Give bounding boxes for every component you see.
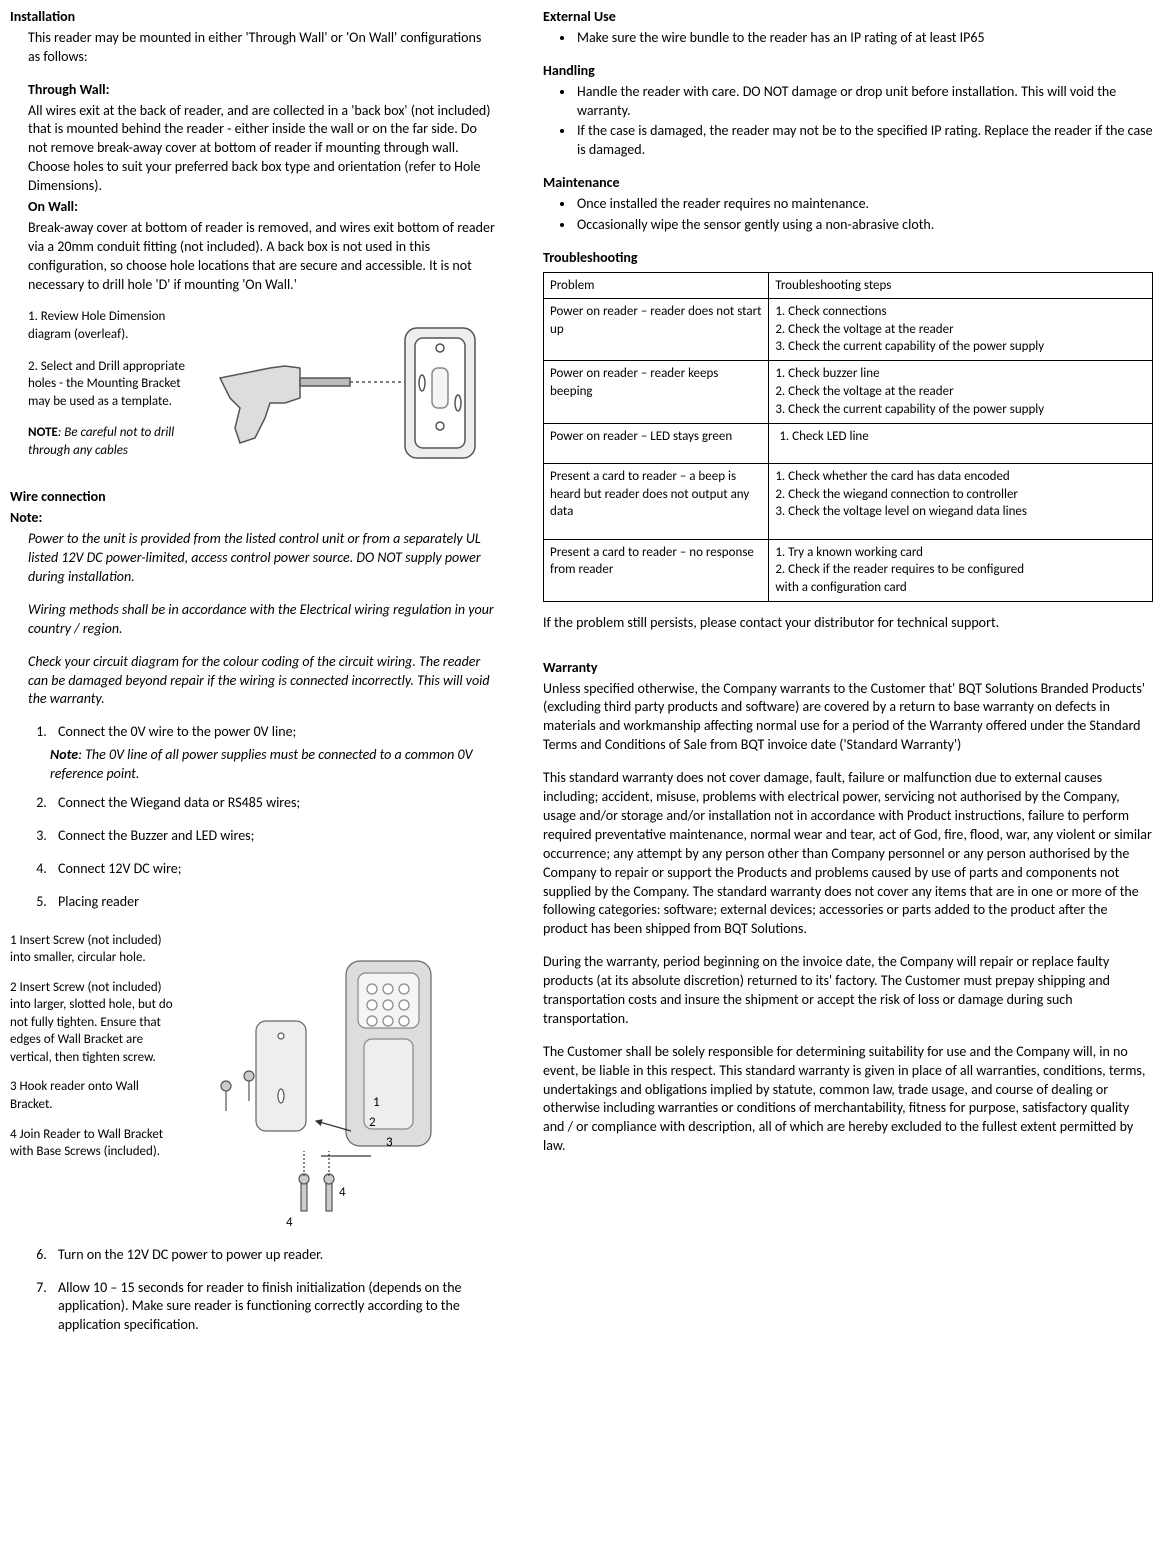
through-wall-label: Through Wall bbox=[28, 81, 109, 98]
place-step-4: 4 Join Reader to Wall Bracket with Base … bbox=[10, 1126, 180, 1161]
wire-step1-note-label: Note bbox=[50, 746, 78, 763]
through-wall-body: All wires exit at the back of reader, an… bbox=[28, 102, 495, 196]
diagram-label-2: 2 bbox=[369, 1115, 376, 1130]
troubleshooting-heading: Troubleshooting bbox=[543, 249, 1153, 268]
troubleshoot-footer: If the problem still persists, please co… bbox=[543, 614, 1153, 633]
external-use-heading: External Use bbox=[543, 8, 1153, 27]
place-step-3: 3 Hook reader onto Wall Bracket. bbox=[10, 1078, 180, 1113]
installation-intro: This reader may be mounted in either 'Th… bbox=[28, 29, 495, 67]
wire-note-p1: Power to the unit is provided from the l… bbox=[28, 530, 495, 587]
on-wall-body: Break-away cover at bottom of reader is … bbox=[28, 219, 495, 295]
drill-bracket-diagram bbox=[204, 308, 495, 478]
wire-step-2: Connect the Wiegand data or RS485 wires; bbox=[50, 794, 495, 813]
wire-step-4: Connect 12V DC wire; bbox=[50, 860, 495, 879]
warranty-p3: During the warranty, period beginning on… bbox=[543, 953, 1153, 1029]
drill-note-label: NOTE bbox=[28, 425, 58, 440]
place-step-1: 1 Insert Screw (not included) into small… bbox=[10, 932, 180, 967]
handling-heading: Handling bbox=[543, 62, 1153, 81]
table-row: Present a card to reader – a beep is hea… bbox=[544, 464, 1153, 540]
maintenance-b1: Once installed the reader requires no ma… bbox=[575, 195, 1153, 214]
warranty-p4: The Customer shall be solely responsible… bbox=[543, 1043, 1153, 1156]
handling-b1: Handle the reader with care. DO NOT dama… bbox=[575, 83, 1153, 121]
diagram-label-3: 3 bbox=[386, 1135, 393, 1150]
wire-note-label: Note bbox=[10, 509, 42, 526]
wire-connection-heading: Wire connection bbox=[10, 488, 495, 507]
drill-instructions: 1. Review Hole Dimension diagram (overle… bbox=[28, 308, 188, 478]
drill-step-1: 1. Review Hole Dimension diagram (overle… bbox=[28, 308, 188, 343]
maintenance-heading: Maintenance bbox=[543, 174, 1153, 193]
tbl-col-problem: Problem bbox=[544, 272, 769, 299]
mounting-diagram: 1 2 3 4 4 bbox=[196, 926, 495, 1236]
wire-step-5: Placing reader bbox=[50, 893, 495, 912]
diagram-label-1: 1 bbox=[373, 1095, 380, 1110]
table-row: Present a card to reader – no response f… bbox=[544, 539, 1153, 601]
warranty-p1: Unless specified otherwise, the Company … bbox=[543, 680, 1153, 756]
wire-step-7: Allow 10 – 15 seconds for reader to fini… bbox=[50, 1279, 495, 1336]
table-row: Power on reader – LED stays green 1. Che… bbox=[544, 423, 1153, 464]
warranty-heading: Warranty bbox=[543, 659, 1153, 678]
wire-step-3: Connect the Buzzer and LED wires; bbox=[50, 827, 495, 846]
external-use-b1: Make sure the wire bundle to the reader … bbox=[575, 29, 1153, 48]
wire-note-p2: Wiring methods shall be in accordance wi… bbox=[28, 601, 495, 639]
place-step-2: 2 Insert Screw (not included) into large… bbox=[10, 979, 180, 1067]
wire-step-1: Connect the 0V wire to the power 0V line… bbox=[50, 723, 495, 742]
table-row: Power on reader – reader keeps beeping 1… bbox=[544, 361, 1153, 423]
tbl-col-steps: Troubleshooting steps bbox=[769, 272, 1153, 299]
warranty-p2: This standard warranty does not cover da… bbox=[543, 769, 1153, 939]
table-row: Power on reader – reader does not start … bbox=[544, 299, 1153, 361]
drill-step-2: 2. Select and Drill appropriate holes - … bbox=[28, 358, 188, 411]
troubleshooting-table: Problem Troubleshooting steps Power on r… bbox=[543, 272, 1153, 602]
wire-step1-note: : The 0V line of all power supplies must… bbox=[50, 746, 473, 782]
maintenance-b2: Occasionally wipe the sensor gently usin… bbox=[575, 216, 1153, 235]
handling-b2: If the case is damaged, the reader may n… bbox=[575, 122, 1153, 160]
placing-reader-steps: 1 Insert Screw (not included) into small… bbox=[10, 932, 180, 1236]
diagram-label-4b: 4 bbox=[286, 1215, 293, 1230]
wire-step-6: Turn on the 12V DC power to power up rea… bbox=[50, 1246, 495, 1265]
diagram-label-4a: 4 bbox=[339, 1185, 346, 1200]
on-wall-label: On Wall bbox=[28, 198, 78, 215]
wire-note-p3: Check your circuit diagram for the colou… bbox=[28, 653, 495, 710]
installation-heading: Installation bbox=[10, 8, 495, 27]
